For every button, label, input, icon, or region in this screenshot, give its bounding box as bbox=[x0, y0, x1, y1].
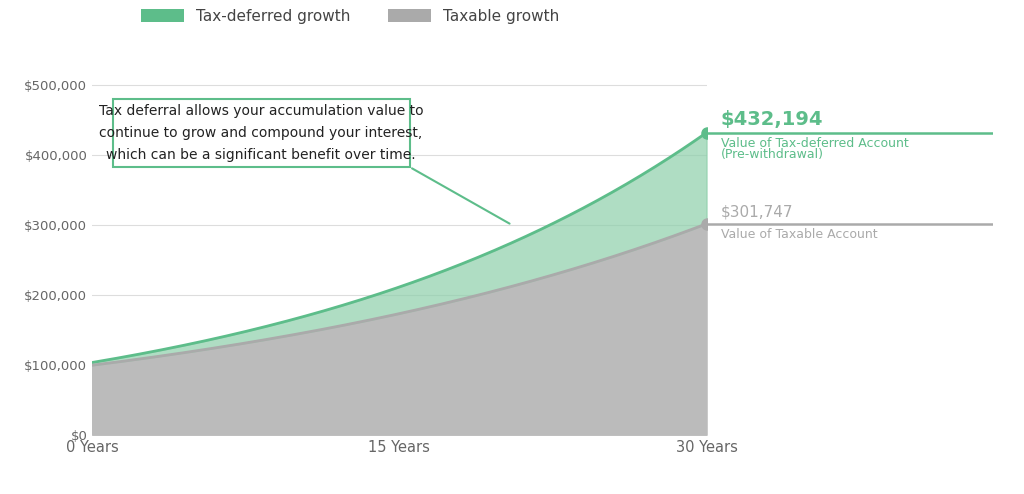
FancyArrowPatch shape bbox=[412, 168, 510, 224]
Text: (Pre-withdrawal): (Pre-withdrawal) bbox=[721, 149, 824, 162]
Text: Tax deferral allows your accumulation value to
continue to grow and compound you: Tax deferral allows your accumulation va… bbox=[98, 104, 424, 162]
Text: Value of Tax-deferred Account: Value of Tax-deferred Account bbox=[721, 136, 908, 150]
Legend: Tax-deferred growth, Taxable growth: Tax-deferred growth, Taxable growth bbox=[140, 9, 560, 24]
Text: $432,194: $432,194 bbox=[721, 110, 823, 129]
Text: $301,747: $301,747 bbox=[721, 205, 794, 220]
FancyBboxPatch shape bbox=[113, 99, 410, 167]
Text: Value of Taxable Account: Value of Taxable Account bbox=[721, 228, 878, 241]
